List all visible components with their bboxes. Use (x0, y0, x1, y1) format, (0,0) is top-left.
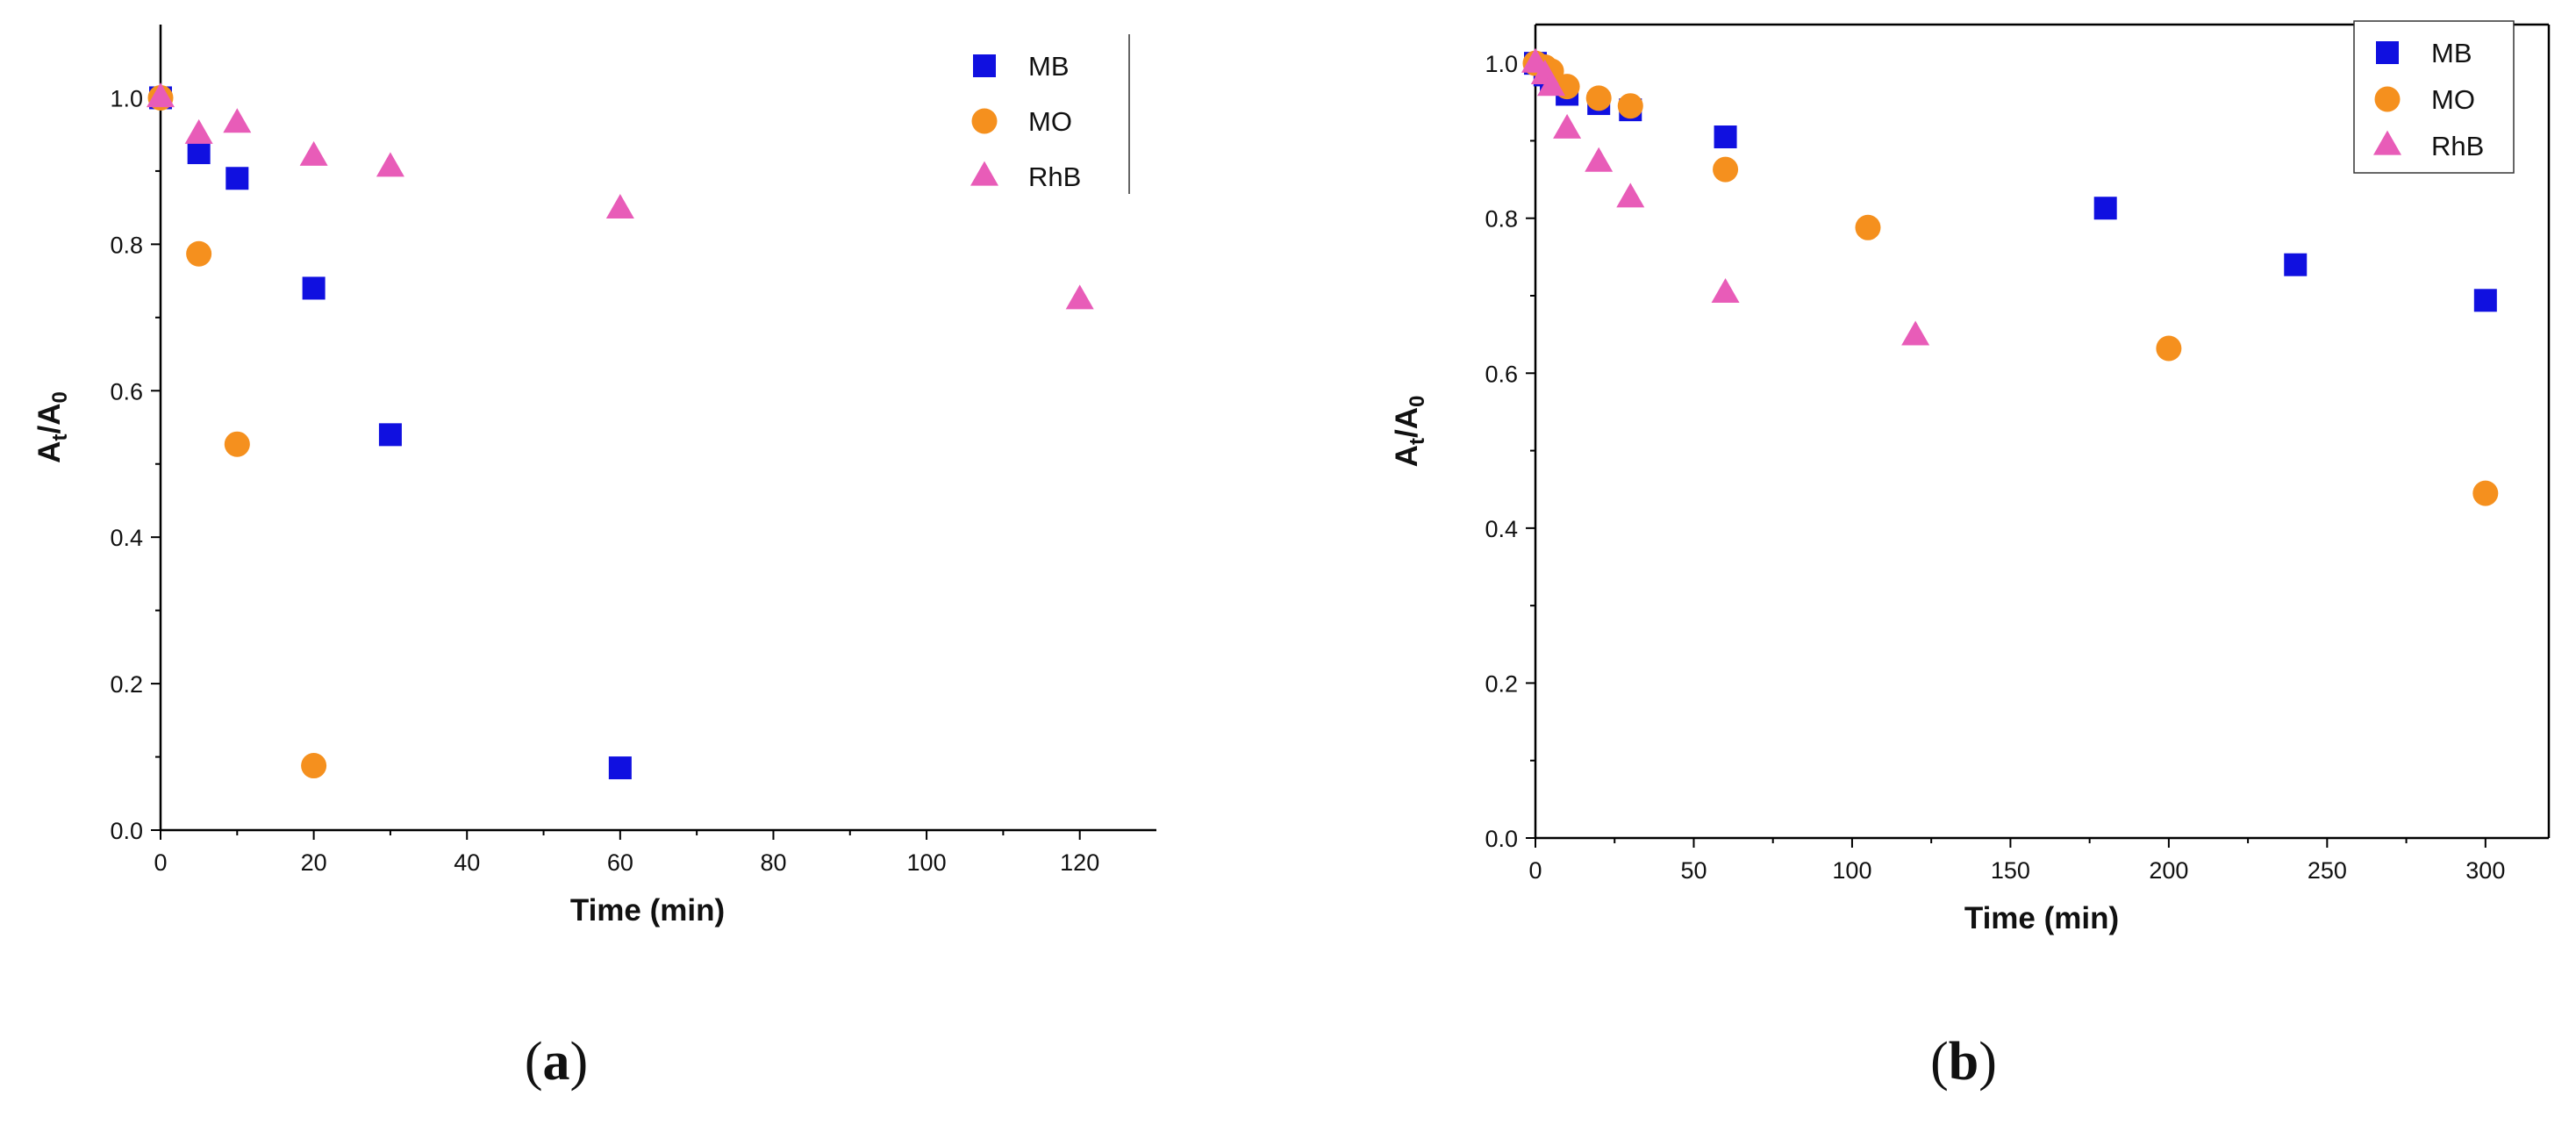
data-point-rhb (1537, 71, 1566, 97)
y-tick-label: 0.2 (110, 671, 143, 698)
x-tick-label: 60 (607, 849, 633, 876)
x-axis-label: Time (min) (570, 893, 725, 928)
data-point-rhb (147, 82, 175, 108)
y-axis-label-slash: /A (32, 404, 67, 434)
data-point-mb (302, 276, 326, 300)
legend-marker-mb (973, 54, 996, 77)
data-point-rhb (1065, 284, 1094, 310)
legend-marker-rhb (2373, 130, 2401, 155)
data-point-mb (2473, 289, 2497, 312)
data-point-mb (2093, 197, 2117, 220)
x-tick-label: 40 (454, 849, 480, 876)
data-point-mo (301, 753, 327, 779)
legend-label-mo: MO (2431, 84, 2475, 115)
data-point-rhb (376, 152, 404, 177)
y-axis-label: At/A0 (32, 391, 72, 463)
series-rhb (147, 82, 1094, 310)
data-point-mo (1617, 93, 1643, 119)
y-tick-label: 0.6 (1485, 361, 1518, 387)
legend-label-rhb: RhB (2431, 131, 2484, 161)
data-point-mb (2284, 253, 2308, 276)
x-tick-label: 150 (1991, 857, 2030, 884)
y-tick-label: 1.0 (1485, 51, 1518, 77)
legend-label-rhb: RhB (1028, 161, 1081, 192)
data-point-mo (2156, 335, 2182, 362)
data-point-mb (187, 141, 211, 165)
data-point-rhb (184, 118, 213, 144)
panel-label-b: (b) (1930, 1032, 1997, 1092)
x-tick-label: 100 (1832, 857, 1871, 884)
panel-label-a: (a) (525, 1032, 588, 1092)
data-point-rhb (605, 193, 634, 218)
data-point-mb (225, 167, 249, 190)
y-axis-label-sub-t: t (48, 434, 72, 441)
y-axis-label-slash: /A (1390, 407, 1424, 438)
legend-label-mb: MB (1028, 51, 1070, 82)
data-point-rhb (1901, 320, 1930, 346)
data-point-rhb (223, 108, 252, 133)
y-axis-label-a: A (1390, 445, 1424, 467)
data-point-mo (1585, 85, 1612, 111)
y-tick-label: 0.8 (1485, 206, 1518, 233)
x-axis-label: Time (min) (1964, 901, 2119, 935)
panel-letter-a: a (543, 1032, 570, 1092)
series-mb (149, 86, 632, 780)
data-point-rhb (1585, 147, 1614, 172)
data-point-mo (224, 431, 250, 457)
data-point-rhb (299, 140, 328, 166)
y-tick-label: 0.0 (1485, 826, 1518, 852)
x-tick-label: 20 (301, 849, 327, 876)
x-tick-label: 100 (907, 849, 947, 876)
legend-label-mb: MB (2431, 38, 2472, 68)
y-axis-label-a: A (32, 441, 67, 463)
x-tick-label: 0 (1528, 857, 1542, 884)
x-tick-label: 250 (2308, 857, 2347, 884)
legend-marker-mo (971, 108, 998, 134)
data-point-rhb (1711, 277, 1740, 303)
y-axis-label-sub-t: t (1406, 438, 1429, 445)
x-tick-label: 80 (760, 849, 786, 876)
y-axis-label-sub-0: 0 (1406, 396, 1429, 407)
data-point-mo (2472, 480, 2499, 506)
x-tick-label: 0 (154, 849, 167, 876)
data-point-mb (1714, 125, 1737, 149)
x-tick-label: 200 (2149, 857, 2188, 884)
y-tick-label: 0.6 (110, 378, 143, 405)
y-tick-label: 0.2 (1485, 670, 1518, 697)
legend: MB MO RhB (2353, 20, 2515, 174)
chart-panel-b: 0 50 100 150 200 250 300 0.0 0.2 0.4 0.6 0.8 1.0 Time… (1390, 20, 2551, 935)
y-tick-label: 0.4 (110, 525, 143, 551)
series-rhb (1521, 47, 1930, 346)
y-axis-label: At/A0 (1390, 396, 1429, 468)
data-point-rhb (1553, 113, 1582, 139)
y-tick-label: 0.4 (1485, 516, 1518, 542)
data-point-mo (1855, 214, 1881, 240)
panel-letter-b: b (1949, 1032, 1979, 1092)
y-tick-label: 0.8 (110, 232, 143, 258)
y-axis-label-sub-0: 0 (48, 391, 72, 403)
data-point-mo (186, 240, 212, 267)
legend-label-mo: MO (1028, 106, 1072, 137)
data-point-mb (608, 756, 632, 780)
legend: MB MO RhB (970, 34, 1130, 194)
y-tick-label: 1.0 (110, 85, 143, 111)
legend-marker-rhb (970, 161, 998, 186)
x-tick-label: 120 (1060, 849, 1099, 876)
data-point-mo (1713, 156, 1739, 183)
legend-marker-mb (2376, 41, 2399, 64)
y-tick-label: 0.0 (110, 818, 143, 844)
x-tick-label: 50 (1680, 857, 1707, 884)
x-tick-label: 300 (2465, 857, 2505, 884)
chart-panel-a: 0 20 40 60 80 100 120 0.0 0.2 0.4 0.6 0.8 1.0 Time (m… (32, 25, 1156, 928)
series-mb (1524, 52, 2497, 312)
legend-marker-mo (2374, 86, 2401, 112)
series-mo (1522, 50, 2499, 506)
data-point-rhb (1616, 183, 1645, 208)
data-point-mb (378, 423, 402, 447)
